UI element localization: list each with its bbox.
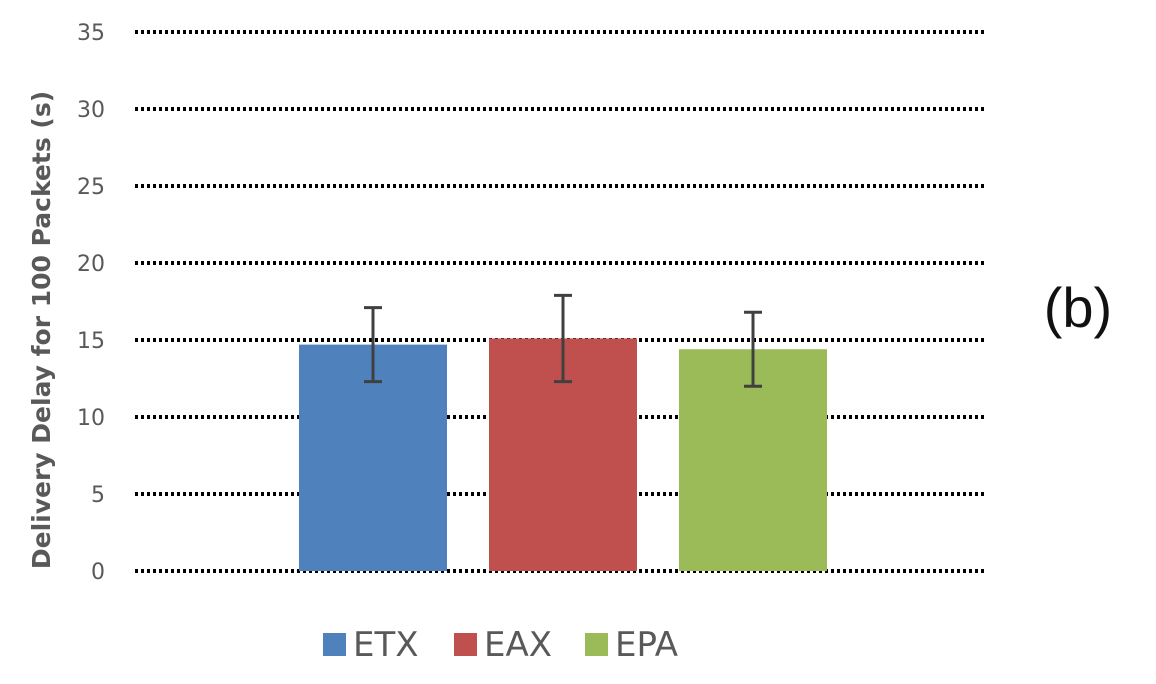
- y-tick-label: 0: [91, 560, 105, 585]
- panel-label: (b): [1044, 276, 1112, 339]
- y-tick-label: 5: [91, 483, 105, 508]
- y-tick-label: 25: [77, 175, 105, 200]
- error-bar-eax: [554, 293, 572, 384]
- legend-swatch-epa: [585, 633, 608, 656]
- y-tick-label: 35: [77, 21, 105, 46]
- error-bar-etx: [364, 306, 382, 384]
- legend-swatch-etx: [323, 633, 346, 656]
- legend-label-eax: EAX: [484, 625, 552, 665]
- y-tick-label: 20: [77, 252, 105, 277]
- y-tick-label: 30: [77, 98, 105, 123]
- legend-label-epa: EPA: [615, 625, 678, 665]
- error-bars: [364, 293, 762, 388]
- legend-label-etx: ETX: [353, 625, 419, 665]
- y-tick-label: 15: [77, 329, 105, 354]
- legend-swatch-eax: [454, 633, 477, 656]
- error-bar-epa: [744, 310, 762, 388]
- y-axis-ticks: 0 5 10 15 20 25 30 35: [77, 21, 105, 585]
- y-tick-label: 10: [77, 406, 105, 431]
- legend: ETX EAX EPA: [323, 625, 678, 665]
- y-axis-label: Delivery Delay for 100 Packets (s): [27, 91, 56, 569]
